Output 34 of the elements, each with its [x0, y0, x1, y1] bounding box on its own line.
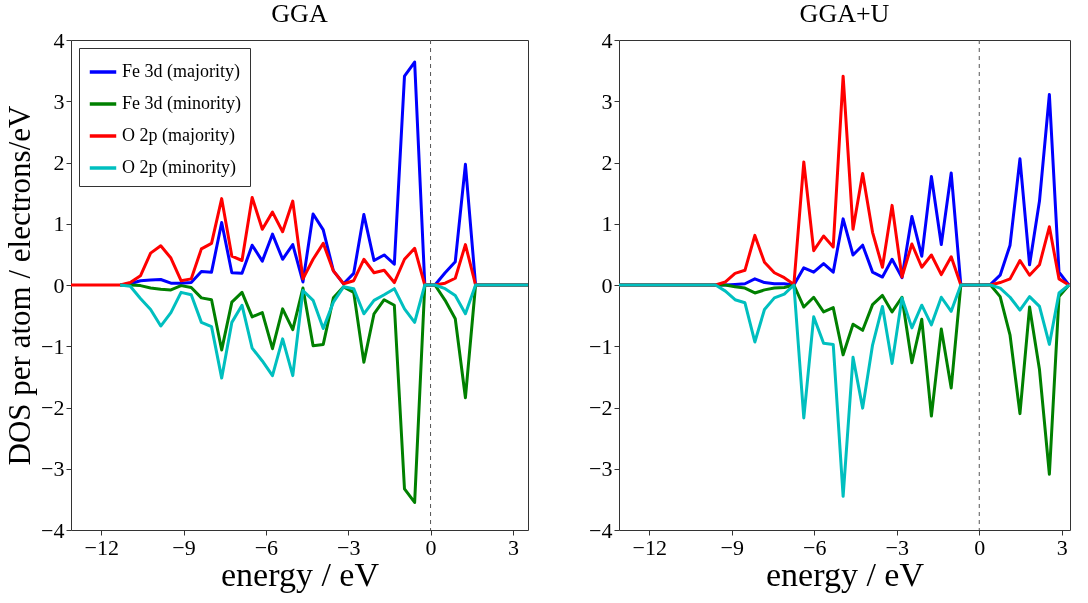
x-tick-label: 3: [1056, 534, 1068, 560]
chart-title: GGA+U: [799, 0, 890, 28]
y-tick-label: −2: [589, 395, 613, 420]
x-tick-label: −9: [172, 534, 196, 560]
y-tick-label: 3: [601, 88, 613, 114]
y-tick-label: 2: [601, 150, 613, 175]
y-tick-label: 0: [53, 272, 65, 298]
x-tick-label: −9: [720, 534, 744, 560]
x-tick-label: −12: [632, 534, 667, 560]
legend-label: O 2p (minority): [122, 157, 236, 178]
x-tick-label: 0: [974, 534, 986, 560]
y-tick-label: −3: [41, 456, 65, 482]
y-tick-label: 1: [53, 211, 65, 237]
y-tick-label: 2: [53, 150, 65, 175]
y-tick-label: −4: [589, 517, 613, 543]
y-tick-label: 3: [53, 88, 65, 114]
x-tick-label: 0: [425, 534, 437, 560]
x-tick-label: 3: [507, 534, 519, 560]
legend-label: O 2p (majority): [122, 125, 235, 146]
y-tick-label: −2: [41, 395, 65, 420]
chart-title: GGA: [271, 0, 328, 28]
y-tick-label: −4: [41, 517, 65, 543]
x-tick-label: −12: [84, 534, 119, 560]
line-series: [118, 283, 530, 380]
y-tick-label: 0: [601, 272, 613, 298]
legend-label: Fe 3d (majority): [122, 61, 240, 82]
legend-label: Fe 3d (minority): [122, 93, 241, 114]
y-tick-label: −1: [589, 333, 613, 359]
y-tick-label: 4: [53, 27, 65, 53]
y-axis-title: DOS per atom / electrons/eV: [2, 104, 38, 466]
y-tick-label: 1: [601, 211, 613, 237]
y-tick-label: 4: [601, 27, 613, 53]
y-tick-label: −3: [589, 456, 613, 482]
y-tick-label: −1: [41, 333, 65, 359]
